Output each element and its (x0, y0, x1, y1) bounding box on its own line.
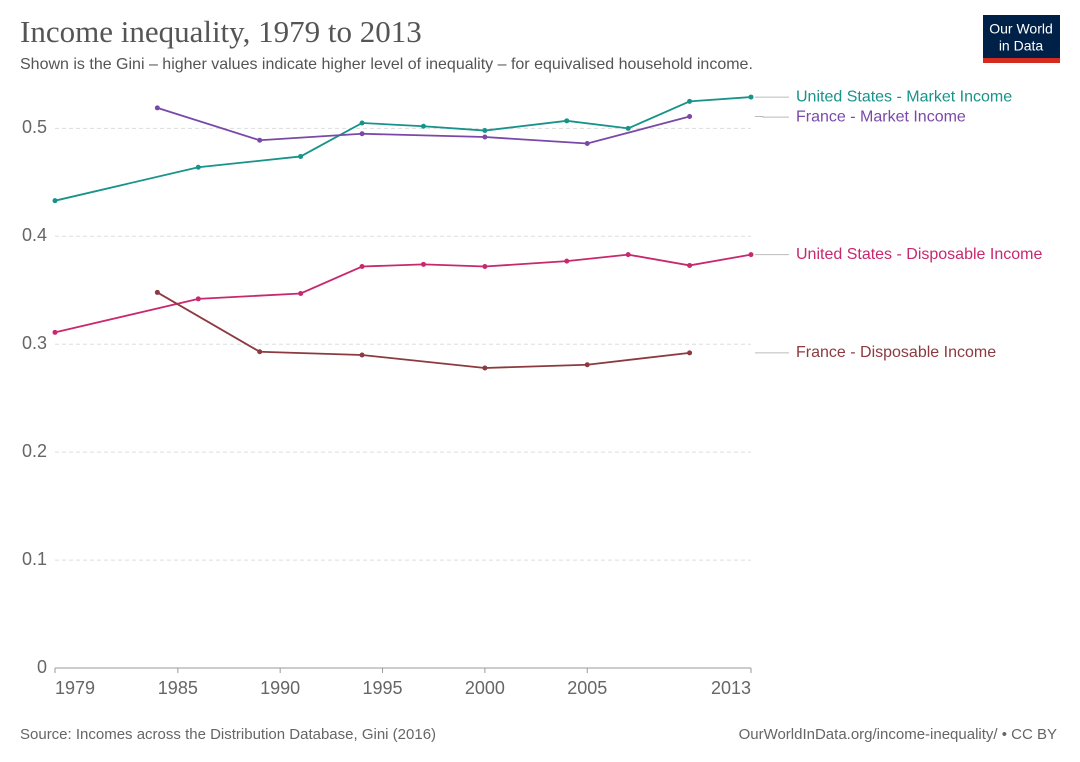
logo-text: Our World (989, 21, 1053, 37)
data-point (482, 134, 488, 140)
y-tick-label: 0.1 (22, 549, 47, 569)
data-point (359, 264, 365, 270)
chart-subtitle: Shown is the Gini – higher values indica… (20, 56, 753, 73)
chart-title: Income inequality, 1979 to 2013 (20, 14, 422, 49)
data-point (625, 125, 631, 131)
logo-bar (983, 58, 1060, 63)
data-point (687, 98, 693, 104)
series-line (157, 107, 690, 145)
data-point (748, 94, 754, 100)
x-tick-label: 1990 (260, 678, 300, 698)
legend-label: France - Disposable Income (796, 344, 996, 361)
credit-note: OurWorldInData.org/income-inequality/ • … (739, 726, 1057, 743)
legend-label: United States - Market Income (796, 88, 1012, 105)
data-point (257, 137, 263, 143)
data-point (564, 258, 570, 264)
logo: Our World in Data (983, 15, 1060, 63)
x-tick-label: 2005 (567, 678, 607, 698)
data-point (154, 289, 160, 295)
y-tick-label: 0 (37, 657, 47, 677)
x-tick-label: 1995 (363, 678, 403, 698)
x-tick-label: 1979 (55, 678, 95, 698)
data-point (584, 362, 590, 368)
data-point (298, 291, 304, 297)
x-tick-label: 1985 (158, 678, 198, 698)
logo-text: in Data (999, 38, 1044, 54)
series-line (54, 96, 752, 202)
series-line (156, 291, 690, 369)
legend-label: United States - Disposable Income (796, 246, 1042, 263)
logo-box (983, 15, 1060, 63)
data-point (359, 131, 365, 137)
y-tick-label: 0.4 (22, 225, 47, 245)
data-point (359, 120, 365, 126)
data-point (154, 105, 160, 111)
legend-label: France - Market Income (796, 108, 966, 125)
y-tick-label: 0.3 (22, 333, 47, 353)
data-point (420, 123, 426, 129)
y-tick-label: 0.2 (22, 441, 47, 461)
data-point (482, 128, 488, 134)
data-point (482, 264, 488, 270)
data-point (52, 329, 58, 335)
label-connector (755, 116, 789, 118)
data-point (420, 261, 426, 267)
data-point (257, 349, 263, 355)
series-line (54, 253, 752, 334)
data-point (195, 164, 201, 170)
x-tick-label: 2013 (711, 678, 751, 698)
data-point (195, 296, 201, 302)
data-point (748, 252, 754, 258)
source-note: Source: Incomes across the Distribution … (20, 726, 436, 743)
data-point (687, 262, 693, 268)
data-point (625, 252, 631, 258)
data-point (584, 140, 590, 146)
data-point (482, 365, 488, 371)
data-point (359, 352, 365, 358)
data-point (687, 114, 693, 120)
data-point (564, 118, 570, 124)
data-point (52, 198, 58, 204)
data-point (687, 350, 693, 356)
data-point (298, 153, 304, 159)
x-tick-label: 2000 (465, 678, 505, 698)
y-tick-label: 0.5 (22, 117, 47, 137)
